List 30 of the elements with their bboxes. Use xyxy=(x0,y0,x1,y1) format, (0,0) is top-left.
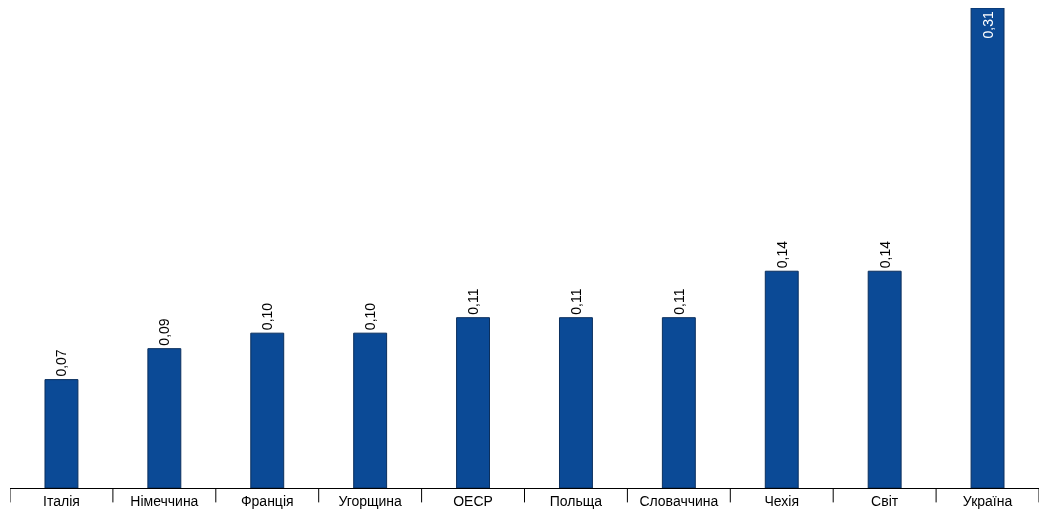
bar xyxy=(867,270,902,488)
data-label: 0,11 xyxy=(567,288,584,315)
data-label: 0,31 xyxy=(979,11,996,39)
bar xyxy=(353,332,388,488)
bar xyxy=(250,332,285,488)
bar xyxy=(456,317,491,488)
data-label: 0,10 xyxy=(259,302,276,331)
x-tick-label: Словаччина xyxy=(639,492,719,509)
x-tick-label: Чехія xyxy=(764,492,800,509)
x-tick-label: Угорщина xyxy=(338,492,403,509)
bar xyxy=(147,348,182,488)
data-label: 0,09 xyxy=(156,318,173,346)
bar xyxy=(44,379,79,488)
x-tick-label: Польща xyxy=(549,492,603,509)
data-label: 0,10 xyxy=(362,302,379,331)
x-tick-label: ОЕСР xyxy=(453,492,493,509)
bar xyxy=(558,317,593,488)
data-label: 0,14 xyxy=(876,240,893,269)
bar xyxy=(661,317,696,488)
data-label: 0,11 xyxy=(670,288,687,315)
x-tick-label: Німеччина xyxy=(130,492,199,509)
data-label: 0,07 xyxy=(53,349,70,377)
x-tick-label: Світ xyxy=(871,492,899,509)
data-label: 0,11 xyxy=(465,288,482,315)
x-tick-label: Україна xyxy=(962,492,1013,509)
bar xyxy=(764,270,799,488)
bar xyxy=(970,8,1005,488)
x-tick-label: Франція xyxy=(240,492,294,509)
data-label: 0,14 xyxy=(773,240,790,269)
x-tick-label: Італія xyxy=(43,492,80,509)
